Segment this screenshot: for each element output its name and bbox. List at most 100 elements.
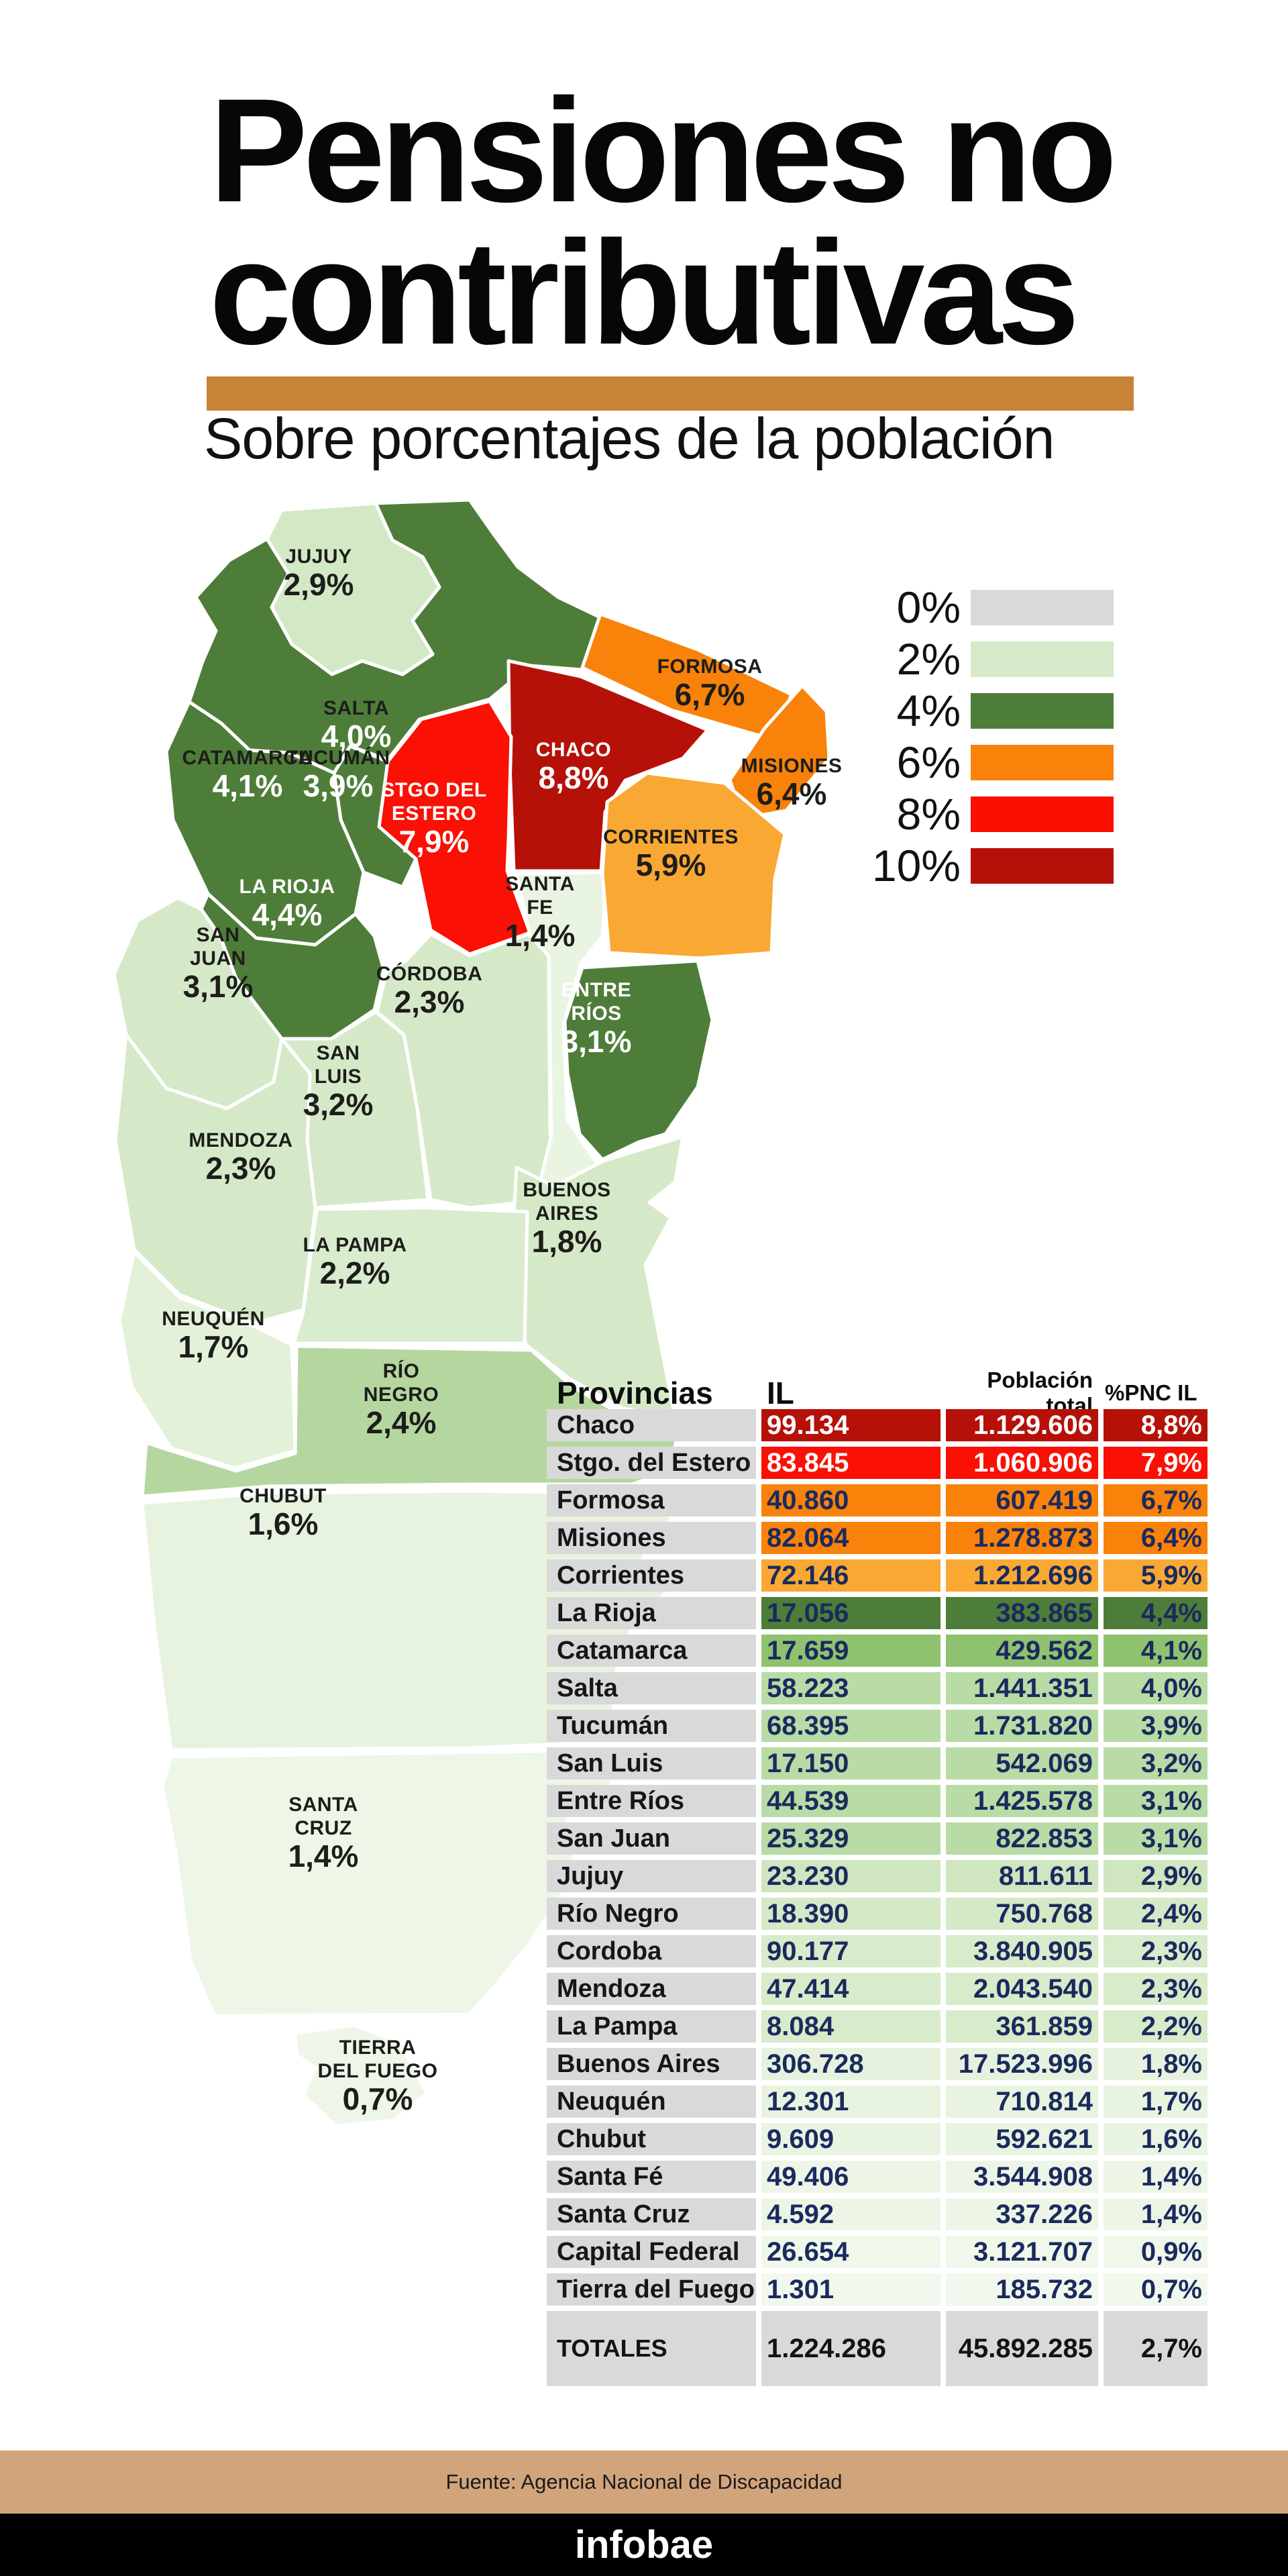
map-province-catamarca [164,700,366,947]
totals-row: TOTALES 1.224.286 45.892.285 2,7% [547,2311,1208,2386]
cell-pct: 0,7% [1104,2273,1208,2306]
cell-province: Buenos Aires [547,2048,756,2080]
legend-swatch [971,693,1114,729]
table-row: San Luis 17.150 542.069 3,2% [547,1747,1208,1780]
provinces-table: Provincias IL Población total %PNC IL Ch… [547,1368,1208,2386]
table-row: Stgo. del Estero 83.845 1.060.906 7,9% [547,1447,1208,1479]
table-row: Salta 58.223 1.441.351 4,0% [547,1672,1208,1704]
table-row: Chubut 9.609 592.621 1,6% [547,2123,1208,2155]
cell-province: Jujuy [547,1860,756,1892]
totals-il: 1.224.286 [761,2311,941,2386]
cell-il: 8.084 [761,2010,941,2043]
cell-il: 49.406 [761,2161,941,2193]
cell-province: Santa Fé [547,2161,756,2193]
legend-row-4: 4% [867,688,1114,733]
column-header-il: IL [767,1376,794,1410]
cell-pct: 5,9% [1104,1559,1208,1592]
cell-il: 83.845 [761,1447,941,1479]
map-province-la-pampa [292,1206,529,1345]
cell-il: 26.654 [761,2236,941,2268]
cell-population: 822.853 [946,1822,1098,1855]
cell-province: Río Negro [547,1898,756,1930]
page-title: Pensiones no contributivas [209,76,1117,366]
cell-province: Formosa [547,1484,756,1516]
brand-band: infobae [0,2514,1288,2576]
table-row: Jujuy 23.230 811.611 2,9% [547,1860,1208,1892]
cell-il: 23.230 [761,1860,941,1892]
cell-population: 1.060.906 [946,1447,1098,1479]
cell-il: 17.659 [761,1635,941,1667]
cell-population: 592.621 [946,2123,1098,2155]
table-row: La Pampa 8.084 361.859 2,2% [547,2010,1208,2043]
table-row: Santa Fé 49.406 3.544.908 1,4% [547,2161,1208,2193]
legend-swatch [971,848,1114,884]
cell-il: 72.146 [761,1559,941,1592]
cell-population: 3.121.707 [946,2236,1098,2268]
cell-il: 25.329 [761,1822,941,1855]
cell-province: Capital Federal [547,2236,756,2268]
cell-population: 383.865 [946,1597,1098,1629]
cell-population: 185.732 [946,2273,1098,2306]
cell-province: Chaco [547,1409,756,1441]
map-province-tierra-del-fuego [293,2023,429,2128]
cell-province: Salta [547,1672,756,1704]
cell-province: Stgo. del Estero [547,1447,756,1479]
cell-population: 1.212.696 [946,1559,1098,1592]
source-band: Fuente: Agencia Nacional de Discapacidad [0,2451,1288,2514]
table-row: Neuquén 12.301 710.814 1,7% [547,2085,1208,2118]
cell-province: La Rioja [547,1597,756,1629]
cell-province: Chubut [547,2123,756,2155]
cell-pct: 4,0% [1104,1672,1208,1704]
cell-province: Entre Ríos [547,1785,756,1817]
cell-province: La Pampa [547,2010,756,2043]
table-row: Santa Cruz 4.592 337.226 1,4% [547,2198,1208,2230]
table-row: La Rioja 17.056 383.865 4,4% [547,1597,1208,1629]
cell-pct: 6,7% [1104,1484,1208,1516]
cell-pct: 2,4% [1104,1898,1208,1930]
legend-row-10: 10% [867,841,1114,890]
cell-il: 18.390 [761,1898,941,1930]
table-row: Mendoza 47.414 2.043.540 2,3% [547,1973,1208,2005]
cell-pct: 3,2% [1104,1747,1208,1780]
table-row: Catamarca 17.659 429.562 4,1% [547,1635,1208,1667]
cell-population: 17.523.996 [946,2048,1098,2080]
table-row: Entre Ríos 44.539 1.425.578 3,1% [547,1785,1208,1817]
column-header-provincias: Provincias [557,1376,713,1410]
table-row: Buenos Aires 306.728 17.523.996 1,8% [547,2048,1208,2080]
table-row: Corrientes 72.146 1.212.696 5,9% [547,1559,1208,1592]
legend-label: 10% [871,841,961,890]
legend-swatch [971,590,1114,625]
page-subtitle: Sobre porcentajes de la población [204,407,1055,471]
infobae-logo: infobae [574,2523,714,2567]
cell-pct: 1,4% [1104,2198,1208,2230]
cell-pct: 3,1% [1104,1822,1208,1855]
cell-pct: 4,1% [1104,1635,1208,1667]
legend-row-8: 8% [867,792,1114,836]
title-accent-bar [207,376,1134,411]
legend-swatch [971,641,1114,677]
cell-il: 90.177 [761,1935,941,1967]
cell-province: Mendoza [547,1973,756,2005]
source-text: Fuente: Agencia Nacional de Discapacidad [445,2470,843,2493]
legend-label: 6% [896,737,961,787]
cell-pct: 8,8% [1104,1409,1208,1441]
cell-il: 12.301 [761,2085,941,2118]
legend-row-2: 2% [867,637,1114,681]
table-row: Formosa 40.860 607.419 6,7% [547,1484,1208,1516]
map-province-corrientes [600,771,787,960]
cell-pct: 1,8% [1104,2048,1208,2080]
totals-label: TOTALES [547,2311,756,2386]
cell-population: 429.562 [946,1635,1098,1667]
cell-il: 17.056 [761,1597,941,1629]
map-province-misiones [728,684,831,818]
cell-il: 1.301 [761,2273,941,2306]
cell-province: Misiones [547,1522,756,1554]
cell-pct: 1,7% [1104,2085,1208,2118]
table-body: Chaco 99.134 1.129.606 8,8% Stgo. del Estero… [547,1409,1208,2306]
cell-pct: 1,6% [1104,2123,1208,2155]
table-row: Capital Federal 26.654 3.121.707 0,9% [547,2236,1208,2268]
cell-province: Neuquén [547,2085,756,2118]
cell-population: 3.840.905 [946,1935,1098,1967]
